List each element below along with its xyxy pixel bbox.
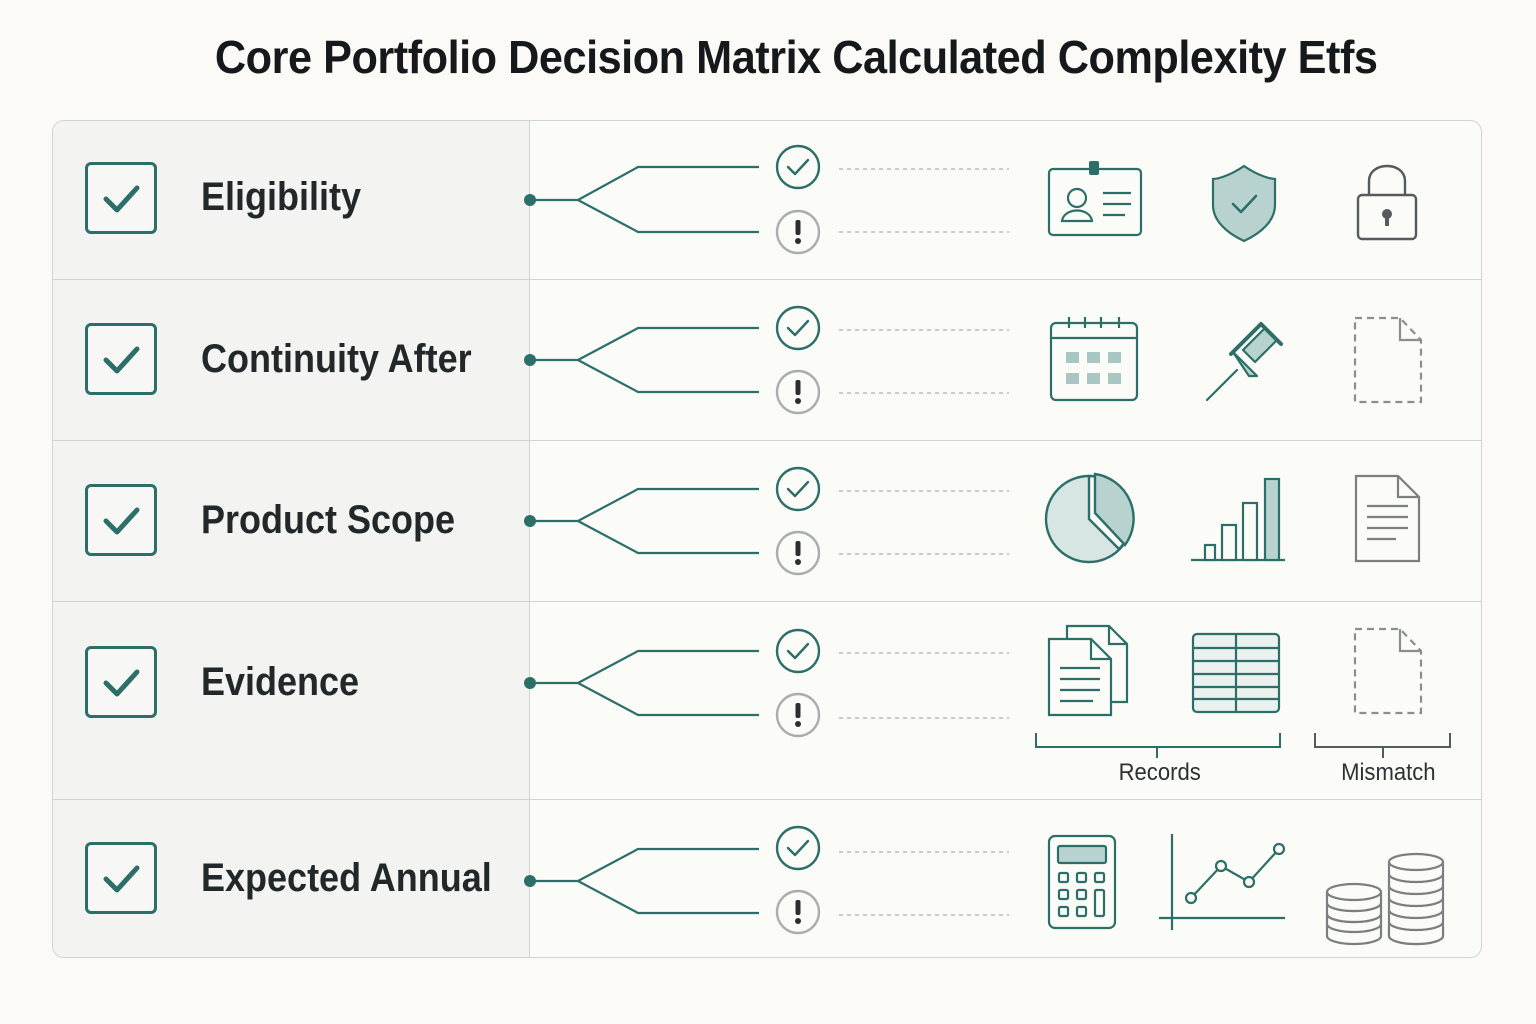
mismatch-bracket	[1314, 733, 1451, 758]
exclamation-circle-icon	[775, 692, 821, 738]
checkmark-icon	[103, 865, 140, 893]
stacked-documents-icon	[1047, 624, 1129, 717]
branch-diagram	[524, 825, 1445, 946]
checkmark-icon	[103, 669, 140, 697]
page-title: Core Portfolio Decision Matrix Calculate…	[214, 31, 1378, 83]
criterion-checkbox[interactable]	[85, 323, 157, 395]
branch-connector	[524, 165, 759, 234]
criterion-checkbox[interactable]	[85, 842, 157, 914]
dotted-leader	[839, 490, 1009, 555]
dotted-leader	[839, 652, 1009, 719]
exclamation-circle-icon	[775, 209, 821, 255]
shield-check-icon	[1211, 164, 1277, 243]
matrix-row-evidence: Evidence	[53, 602, 1481, 800]
line-chart-icon	[1159, 834, 1286, 930]
records-group-label: Records	[1118, 759, 1201, 786]
id-badge-icon	[1047, 161, 1143, 237]
bar-chart-icon	[1191, 477, 1285, 562]
records-bracket	[1035, 733, 1281, 758]
criterion-checkbox[interactable]	[85, 162, 157, 234]
dotted-leader	[839, 168, 1009, 233]
calendar-icon	[1049, 317, 1139, 402]
padlock-icon	[1356, 164, 1418, 241]
criterion-checkbox[interactable]	[85, 646, 157, 718]
dashed-document-icon	[1353, 627, 1423, 715]
branch-diagram	[524, 466, 1421, 576]
checkmark-icon	[103, 346, 140, 374]
calculator-icon	[1047, 834, 1117, 930]
matrix-row-continuity-after: Continuity After	[53, 280, 1481, 441]
criterion-cell: Expected Annual	[53, 800, 530, 957]
dotted-leader	[839, 329, 1009, 394]
criterion-checkbox[interactable]	[85, 484, 157, 556]
criterion-cell: Product Scope	[53, 441, 530, 601]
branch-diagram	[524, 144, 1418, 255]
checkmark-icon	[103, 507, 140, 535]
criterion-cell: Eligibility	[53, 121, 530, 279]
coin-stacks-icon	[1325, 852, 1445, 946]
criterion-cell: Evidence	[53, 602, 530, 799]
exclamation-circle-icon	[775, 530, 821, 576]
document-lines-icon	[1354, 474, 1421, 563]
exclamation-circle-icon	[775, 369, 821, 415]
criterion-label: Expected Annual	[201, 856, 492, 900]
matrix-row-expected-annual: Expected Annual	[53, 800, 1481, 957]
dotted-leader	[839, 851, 1009, 916]
branch-connector	[524, 649, 759, 717]
criterion-cell: Continuity After	[53, 280, 530, 440]
branch-connector	[524, 487, 759, 555]
check-circle-icon	[775, 628, 821, 674]
criterion-label: Evidence	[201, 660, 360, 704]
matrix-row-eligibility: Eligibility	[53, 121, 1481, 280]
pushpin-icon	[1205, 322, 1283, 402]
branch-diagram	[524, 305, 1423, 415]
check-circle-icon	[775, 825, 821, 871]
dashed-document-icon	[1353, 316, 1423, 404]
criterion-label: Eligibility	[201, 175, 362, 219]
exclamation-circle-icon	[775, 889, 821, 935]
checkmark-icon	[103, 185, 140, 213]
decision-matrix: Eligibility	[52, 120, 1482, 958]
branch-connector	[524, 326, 759, 394]
branch-connector	[524, 847, 759, 915]
table-icon	[1191, 632, 1281, 714]
check-circle-icon	[775, 144, 821, 190]
criterion-label: Product Scope	[201, 498, 456, 542]
mismatch-group-label: Mismatch	[1341, 759, 1436, 786]
check-circle-icon	[775, 466, 821, 512]
matrix-row-product-scope: Product Scope	[53, 441, 1481, 602]
branch-diagram	[524, 624, 1451, 758]
criterion-label: Continuity After	[201, 337, 472, 381]
check-circle-icon	[775, 305, 821, 351]
pie-chart-icon	[1044, 472, 1135, 564]
